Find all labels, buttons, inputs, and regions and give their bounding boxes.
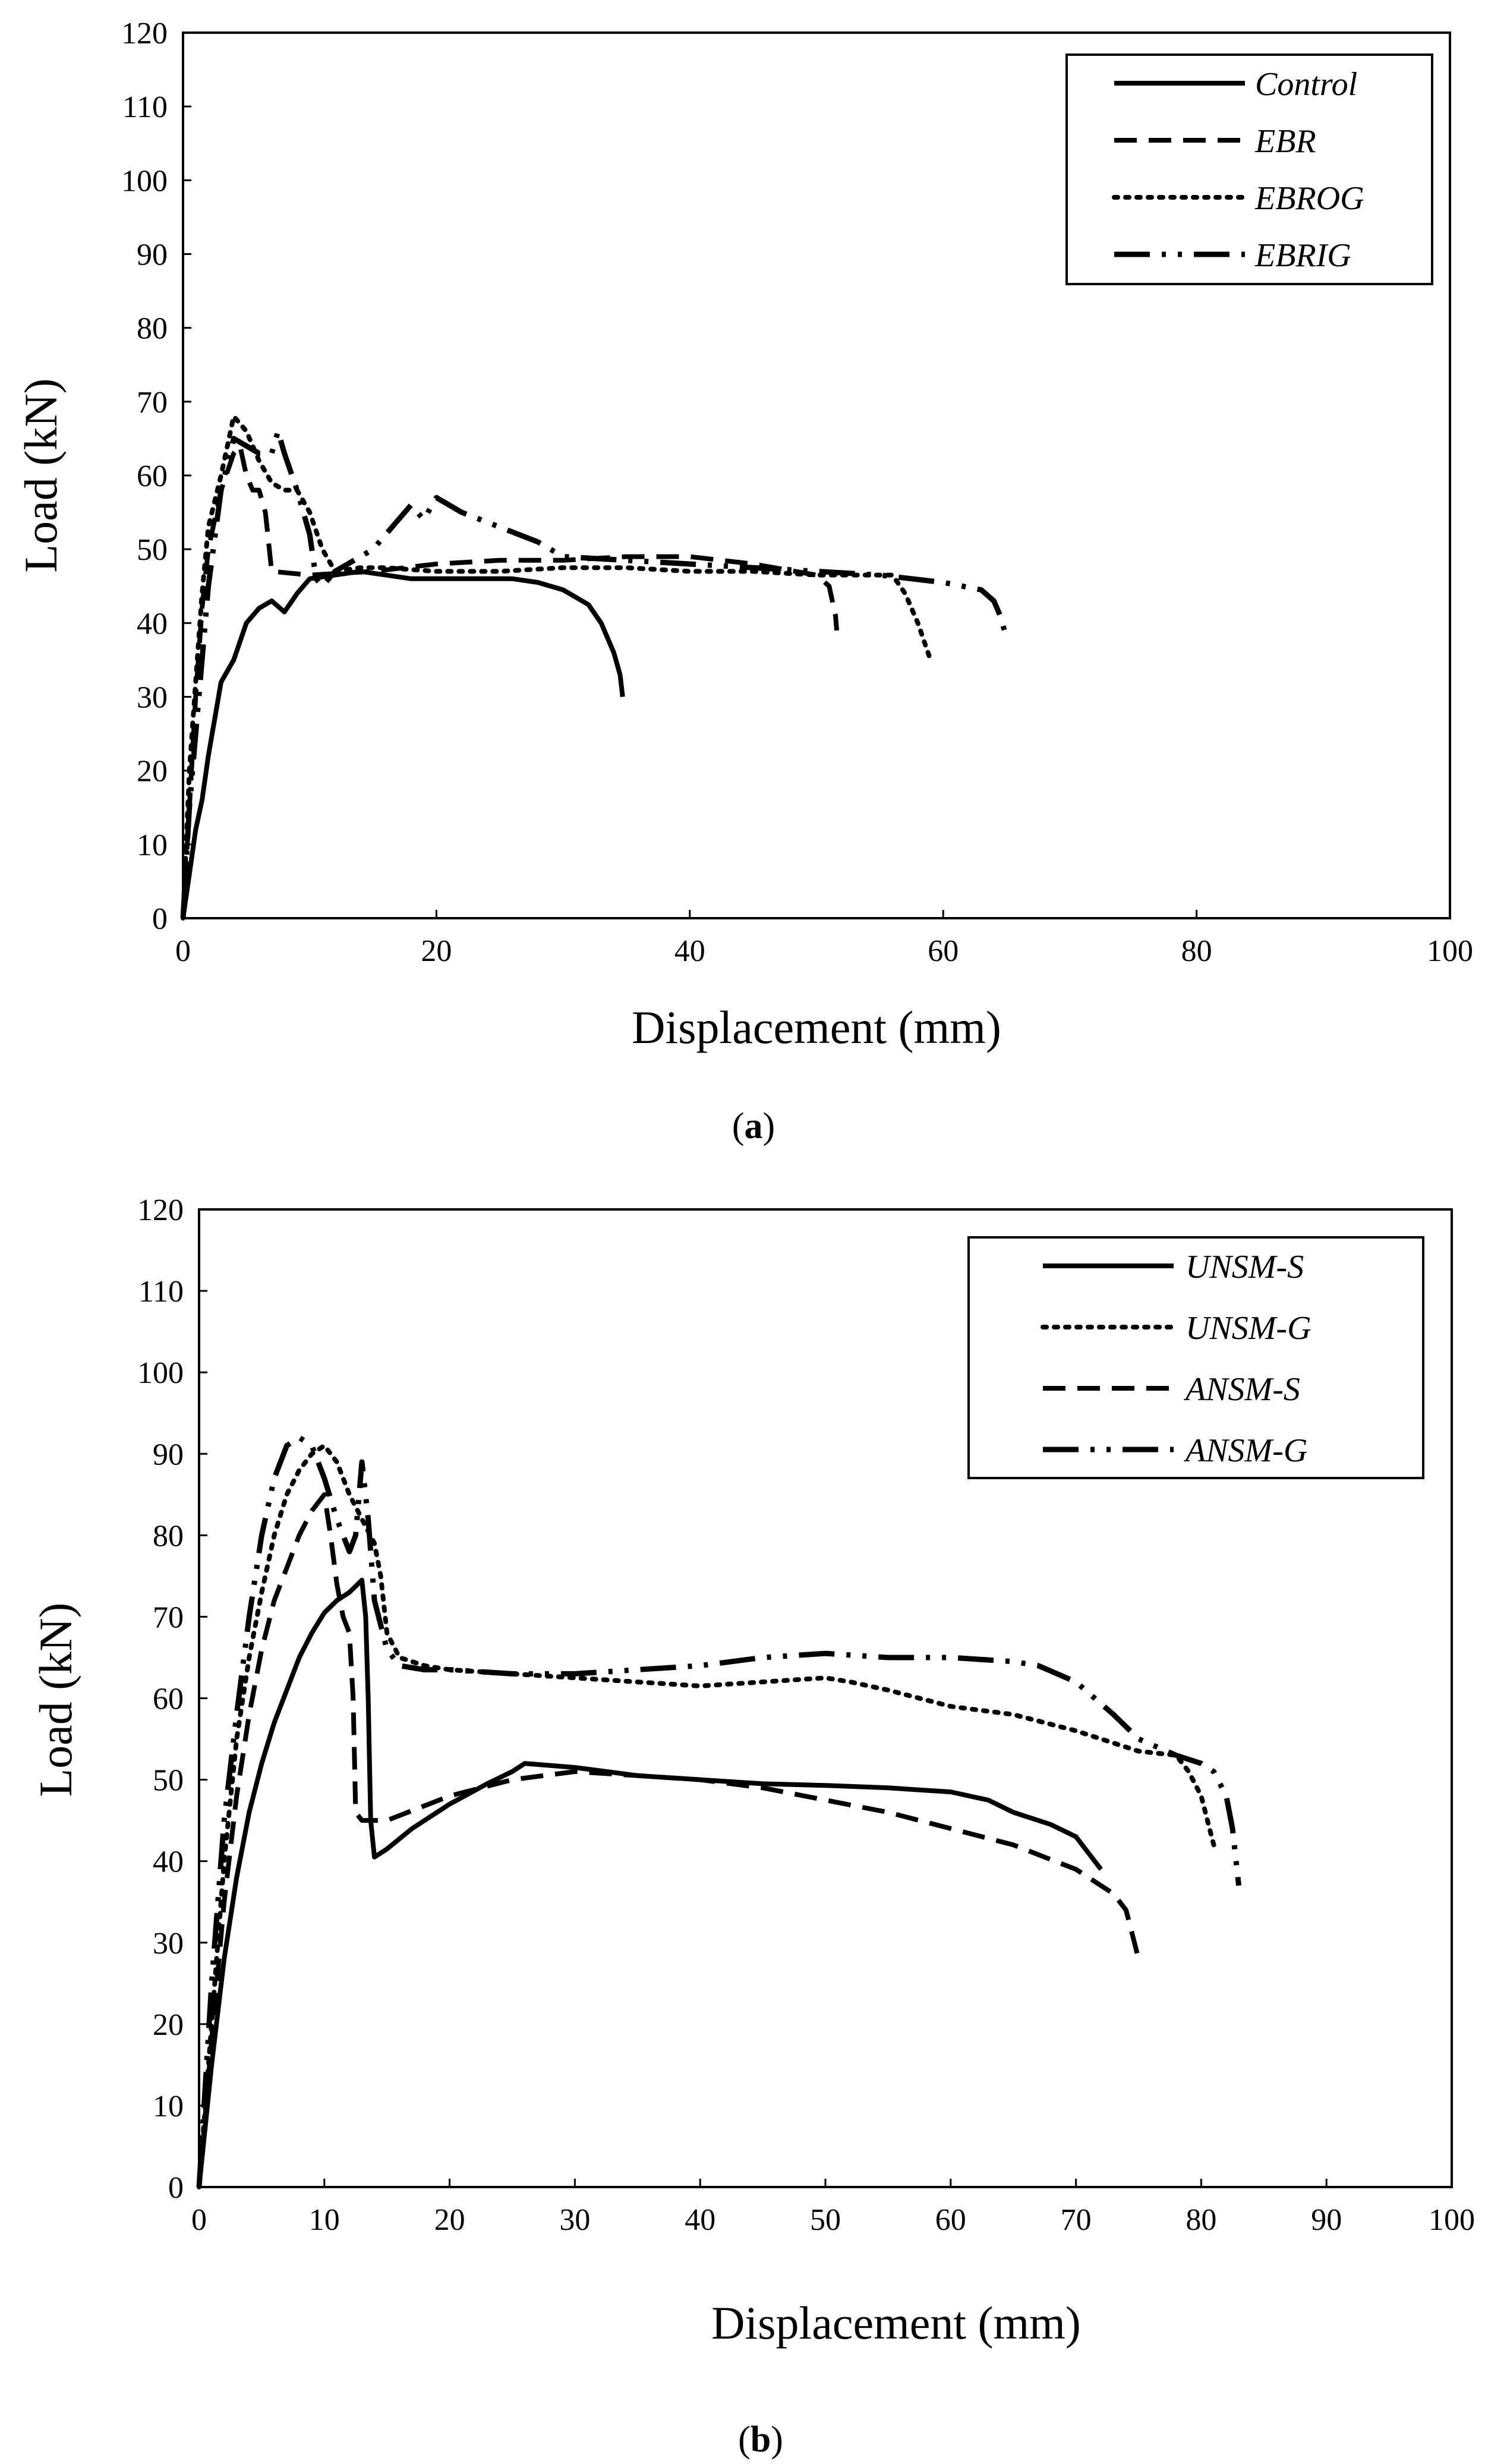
- series-line-ansm-s: [197, 1492, 1141, 2188]
- y-tick-label: 100: [121, 164, 168, 198]
- y-tick-label: 70: [137, 386, 168, 420]
- panel-b-y-axis-label: Load (kN): [30, 1602, 81, 1797]
- x-tick-label: 60: [928, 934, 959, 968]
- y-tick-label: 120: [137, 1193, 184, 1227]
- panel-b-legend-box: [967, 1236, 1424, 1479]
- series-line-ebrig: [180, 428, 1010, 919]
- x-tick-label: 80: [1186, 2203, 1216, 2237]
- y-tick-label: 80: [137, 312, 168, 346]
- panel-b-series: [196, 1435, 1242, 2189]
- legend-label-control: Control: [1255, 66, 1357, 103]
- panel-b-chart: 0 10 20 30 40 50 60 70 80 90 100 110 120 0 10 20 30 40 50…: [30, 1193, 1475, 2460]
- panel-a-x-ticks: 0 20 40 60 80 100: [175, 910, 1473, 968]
- panel-a-caption: (a): [732, 1106, 775, 1146]
- x-tick-label: 70: [1061, 2203, 1092, 2237]
- panel-a-legend: Control EBR EBROG EBRIG: [1065, 53, 1433, 285]
- series-line-ansm-g: [196, 1435, 1242, 2188]
- x-tick-label: 80: [1181, 934, 1212, 968]
- series-line-unsm-g: [197, 1443, 1216, 2189]
- panel-b-x-ticks: 0 10 20 30 40 50 60 70 80 90 100: [191, 2179, 1475, 2237]
- x-tick-label: 90: [1311, 2203, 1342, 2237]
- x-tick-label: 30: [559, 2203, 590, 2237]
- panel-a-x-axis-label: Displacement (mm): [632, 1001, 1001, 1053]
- x-tick-label: 40: [674, 934, 705, 968]
- y-tick-label: 120: [121, 17, 168, 51]
- panel-a-chart: 0 10 20 30 40 50 60 70 80 90 100 110 120 0 20 40 60 80 10…: [15, 17, 1473, 1146]
- y-tick-label: 10: [137, 828, 168, 862]
- y-tick-label: 20: [153, 2008, 184, 2042]
- y-tick-label: 40: [153, 1845, 184, 1879]
- y-tick-label: 50: [137, 533, 168, 567]
- y-tick-label: 30: [137, 681, 168, 715]
- y-tick-label: 40: [137, 607, 168, 641]
- panel-a-legend-items: Control EBR EBROG EBRIG: [1112, 66, 1364, 274]
- y-tick-label: 110: [138, 1275, 184, 1309]
- panel-b-caption: (b): [738, 2419, 783, 2460]
- y-tick-label: 90: [153, 1438, 184, 1472]
- panel-a-series: [180, 414, 1010, 921]
- legend-label-ebr: EBR: [1254, 123, 1316, 160]
- panel-b-y-ticks: 0 10 20 30 40 50 60 70 80 90 100 110 120: [137, 1193, 207, 2205]
- x-tick-label: 40: [685, 2203, 715, 2237]
- panel-b-legend-items: UNSM-S UNSM-G ANSM-S ANSM-G: [1041, 1249, 1311, 1469]
- panel-a-y-ticks: 0 10 20 30 40 50 60 70 80 90 100 110 120: [121, 17, 191, 936]
- legend-label-unsm-g: UNSM-G: [1186, 1310, 1311, 1347]
- x-tick-label: 60: [935, 2203, 966, 2237]
- y-tick-label: 90: [137, 238, 168, 272]
- x-tick-label: 100: [1429, 2203, 1475, 2237]
- x-tick-label: 0: [175, 934, 191, 968]
- x-tick-label: 100: [1427, 934, 1473, 968]
- panel-b-x-axis-label: Displacement (mm): [711, 2297, 1081, 2349]
- y-tick-label: 0: [168, 2171, 184, 2205]
- y-tick-label: 50: [153, 1764, 184, 1798]
- panel-a-y-axis-label: Load (kN): [15, 378, 67, 572]
- y-tick-label: 80: [153, 1519, 184, 1553]
- y-tick-label: 110: [122, 90, 168, 124]
- legend-label-unsm-s: UNSM-S: [1186, 1249, 1304, 1285]
- legend-label-ansm-g: ANSM-G: [1183, 1432, 1307, 1469]
- series-line-unsm-s: [197, 1577, 1103, 2188]
- panel-b-legend: UNSM-S UNSM-G ANSM-S ANSM-G: [967, 1236, 1424, 1479]
- x-tick-label: 50: [810, 2203, 841, 2237]
- x-tick-label: 20: [434, 2203, 465, 2237]
- x-tick-label: 20: [421, 934, 452, 968]
- legend-label-ansm-s: ANSM-S: [1183, 1371, 1300, 1408]
- y-tick-label: 10: [153, 2090, 184, 2123]
- x-tick-label: 10: [309, 2203, 340, 2237]
- y-tick-label: 60: [153, 1682, 184, 1716]
- y-tick-label: 0: [152, 902, 168, 936]
- panel-a-legend-box: [1065, 53, 1433, 285]
- y-tick-label: 70: [153, 1600, 184, 1634]
- legend-label-ebrog: EBROG: [1254, 180, 1364, 217]
- y-tick-label: 20: [137, 755, 168, 789]
- y-tick-label: 30: [153, 1927, 184, 1961]
- x-tick-label: 0: [191, 2203, 207, 2237]
- y-tick-label: 60: [137, 459, 168, 493]
- legend-label-ebrig: EBRIG: [1254, 237, 1351, 274]
- y-tick-label: 100: [137, 1356, 184, 1390]
